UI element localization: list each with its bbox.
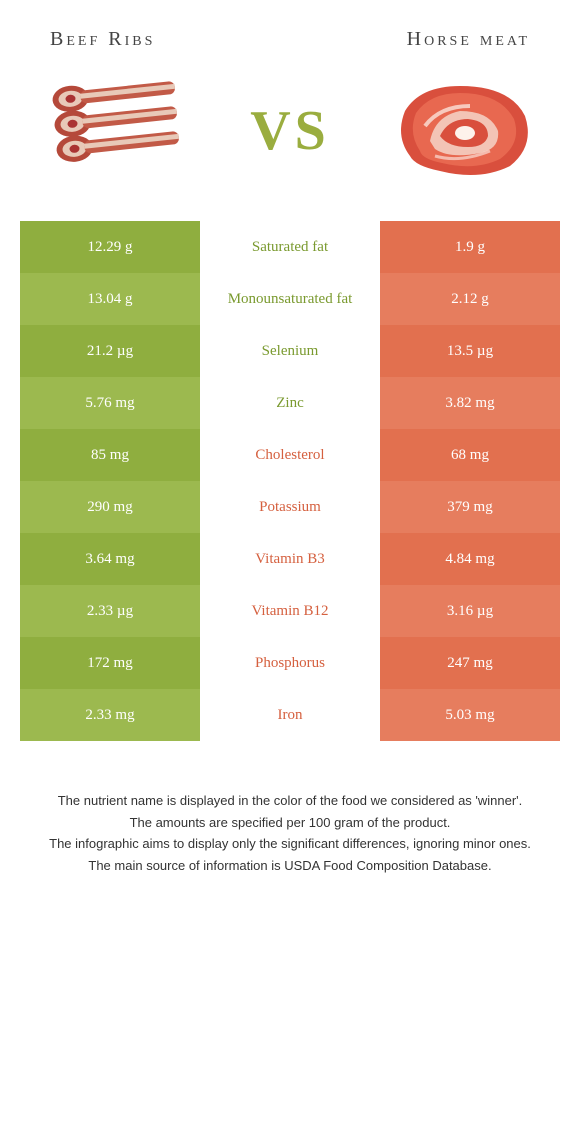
- left-value: 172 mg: [20, 637, 200, 689]
- table-row: 12.29 gSaturated fat1.9 g: [20, 221, 560, 273]
- comparison-table: 12.29 gSaturated fat1.9 g13.04 gMonounsa…: [20, 221, 560, 741]
- table-row: 5.76 mgZinc3.82 mg: [20, 377, 560, 429]
- left-value: 2.33 µg: [20, 585, 200, 637]
- nutrient-label: Monounsaturated fat: [200, 273, 380, 325]
- right-value: 2.12 g: [380, 273, 560, 325]
- footer-line: The main source of information is USDA F…: [40, 856, 540, 876]
- left-value: 13.04 g: [20, 273, 200, 325]
- footer-line: The infographic aims to display only the…: [40, 834, 540, 854]
- right-value: 379 mg: [380, 481, 560, 533]
- table-row: 290 mgPotassium379 mg: [20, 481, 560, 533]
- footer-line: The nutrient name is displayed in the co…: [40, 791, 540, 811]
- nutrient-label: Cholesterol: [200, 429, 380, 481]
- right-value: 247 mg: [380, 637, 560, 689]
- right-value: 3.16 µg: [380, 585, 560, 637]
- nutrient-label: Vitamin B12: [200, 585, 380, 637]
- horse-meat-image: [380, 71, 540, 191]
- table-row: 13.04 gMonounsaturated fat2.12 g: [20, 273, 560, 325]
- beef-ribs-image: [40, 71, 200, 191]
- footer-line: The amounts are specified per 100 gram o…: [40, 813, 540, 833]
- right-value: 5.03 mg: [380, 689, 560, 741]
- nutrient-label: Zinc: [200, 377, 380, 429]
- vs-label: VS: [250, 99, 330, 163]
- nutrient-label: Saturated fat: [200, 221, 380, 273]
- table-row: 3.64 mgVitamin B34.84 mg: [20, 533, 560, 585]
- nutrient-label: Selenium: [200, 325, 380, 377]
- title-left: Beef Ribs: [50, 28, 155, 51]
- right-value: 68 mg: [380, 429, 560, 481]
- nutrient-label: Potassium: [200, 481, 380, 533]
- table-row: 21.2 µgSelenium13.5 µg: [20, 325, 560, 377]
- footer-notes: The nutrient name is displayed in the co…: [0, 771, 580, 897]
- left-value: 12.29 g: [20, 221, 200, 273]
- table-row: 85 mgCholesterol68 mg: [20, 429, 560, 481]
- left-value: 3.64 mg: [20, 533, 200, 585]
- left-value: 2.33 mg: [20, 689, 200, 741]
- left-value: 21.2 µg: [20, 325, 200, 377]
- table-row: 172 mgPhosphorus247 mg: [20, 637, 560, 689]
- nutrient-label: Vitamin B3: [200, 533, 380, 585]
- left-value: 5.76 mg: [20, 377, 200, 429]
- title-right: Horse meat: [407, 28, 530, 51]
- right-value: 13.5 µg: [380, 325, 560, 377]
- table-row: 2.33 mgIron5.03 mg: [20, 689, 560, 741]
- table-row: 2.33 µgVitamin B123.16 µg: [20, 585, 560, 637]
- right-value: 3.82 mg: [380, 377, 560, 429]
- right-value: 4.84 mg: [380, 533, 560, 585]
- right-value: 1.9 g: [380, 221, 560, 273]
- left-value: 85 mg: [20, 429, 200, 481]
- left-value: 290 mg: [20, 481, 200, 533]
- nutrient-label: Iron: [200, 689, 380, 741]
- nutrient-label: Phosphorus: [200, 637, 380, 689]
